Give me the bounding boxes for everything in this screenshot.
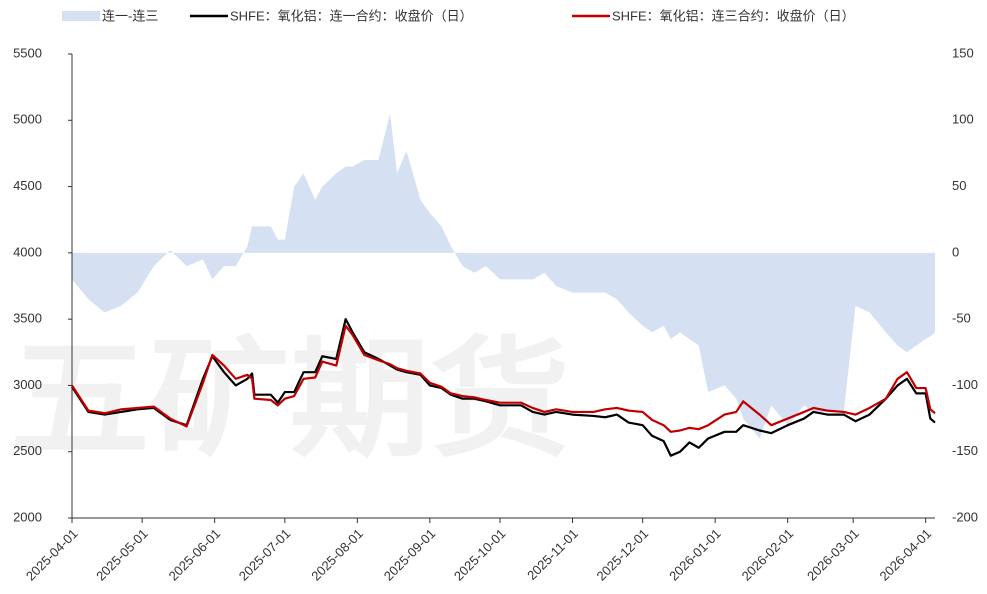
y2-tick-label: -150 — [952, 443, 978, 458]
y-tick-label: 2000 — [13, 509, 42, 524]
y-tick-label: 3000 — [13, 377, 42, 392]
y-tick-label: 5000 — [13, 112, 42, 127]
y-tick-label: 4000 — [13, 244, 42, 259]
x-tick-label: 2025-11-01 — [524, 526, 581, 583]
x-tick-label: 2025-05-01 — [93, 526, 151, 584]
y2-tick-label: -200 — [952, 509, 978, 524]
legend-label: SHFE：氧化铝：连一合约：收盘价（日） — [230, 8, 473, 23]
legend-swatch — [62, 11, 100, 21]
y-tick-label: 2500 — [13, 443, 42, 458]
y2-tick-label: 0 — [952, 244, 959, 259]
y-tick-label: 3500 — [13, 311, 42, 326]
y2-tick-label: 100 — [952, 112, 974, 127]
x-tick-label: 2025-12-01 — [594, 526, 652, 584]
price-line — [71, 318, 936, 457]
x-tick-label: 2026-01-01 — [666, 526, 724, 584]
x-tick-label: 2025-06-01 — [166, 526, 224, 584]
price-line — [71, 324, 936, 433]
y2-tick-label: 150 — [952, 45, 974, 60]
x-tick-label: 2026-04-01 — [877, 526, 935, 584]
y2-tick-label: -100 — [952, 377, 978, 392]
y-tick-label: 4500 — [13, 178, 42, 193]
y2-tick-label: -50 — [952, 311, 971, 326]
y2-tick-label: 50 — [952, 178, 966, 193]
x-tick-label: 2025-09-01 — [381, 526, 439, 584]
x-tick-label: 2025-08-01 — [308, 526, 366, 584]
legend-label: 连一-连三 — [102, 8, 158, 23]
x-tick-label: 2025-10-01 — [451, 526, 509, 584]
y-tick-label: 5500 — [13, 45, 42, 60]
x-tick-label: 2026-03-01 — [804, 526, 862, 584]
spread-area — [72, 113, 935, 439]
x-tick-label: 2026-02-01 — [739, 526, 797, 584]
x-tick-label: 2025-07-01 — [236, 526, 294, 584]
legend-label: SHFE：氧化铝：连三合约：收盘价（日） — [612, 8, 855, 23]
x-tick-label: 2025-04-01 — [23, 526, 81, 584]
